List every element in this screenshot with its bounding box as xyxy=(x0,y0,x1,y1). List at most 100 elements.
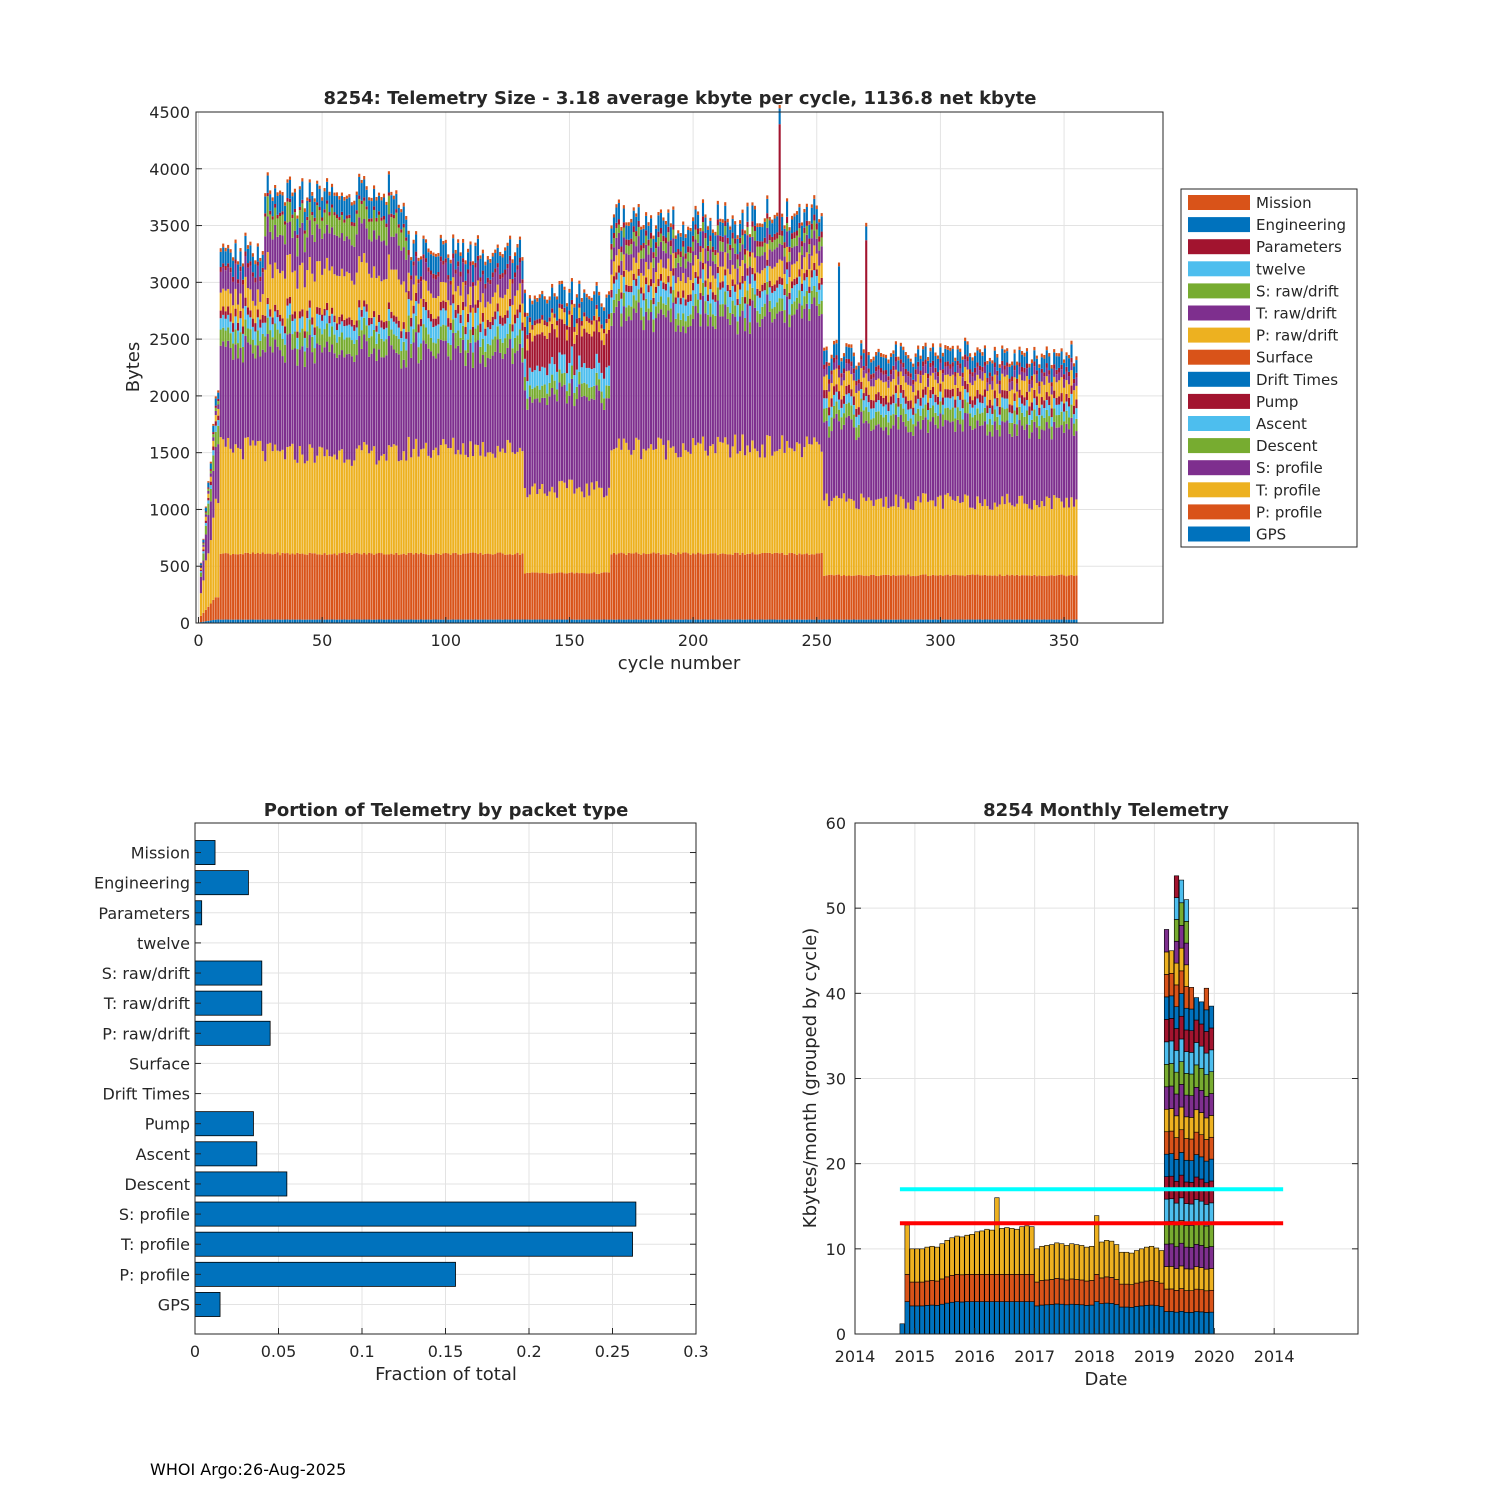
c1-bar-226-engineering xyxy=(756,227,759,241)
c1-bar-159-p-raw-drift xyxy=(590,324,593,337)
c1-bar-263-mission xyxy=(847,344,850,348)
c1-bar-236-parameters xyxy=(781,230,784,236)
c1-bar-36-s-raw-drift xyxy=(286,201,289,223)
c1-bar-167-t-profile xyxy=(610,450,613,555)
c1-bar-29-mission xyxy=(269,190,272,195)
c1-bar-66-descent xyxy=(360,330,363,349)
c1-bar-83-t-profile xyxy=(402,451,405,554)
c1-bar-323-t-profile xyxy=(996,506,999,577)
c1-bar-5-t-profile xyxy=(209,540,212,604)
c1-bar-53-parameters xyxy=(328,212,331,216)
c1-bar-61-ascent xyxy=(348,324,351,338)
c1-bar-185-p-raw-drift xyxy=(654,272,658,287)
c1-bar-305-gps xyxy=(951,619,954,623)
c1-bar-60-t-profile xyxy=(345,459,348,554)
c1-bar-250-t-raw-drift xyxy=(815,238,818,254)
c1-bar-56-descent xyxy=(335,342,339,358)
c1-bar-171-p-raw-drift xyxy=(620,275,623,293)
c1-bar-292-mission xyxy=(919,355,922,359)
c1-bar-146-ascent xyxy=(558,352,561,370)
c1-bar-296-mission xyxy=(929,347,932,352)
c1-bar-89-engineering xyxy=(417,261,420,280)
c1-bar-11-ascent xyxy=(224,318,227,331)
c1-bar-83-engineering xyxy=(402,206,405,224)
c1-bar-249-t-raw-drift xyxy=(813,230,816,246)
c1-bar-260-gps xyxy=(840,619,843,623)
c1-bar-285-p-raw-drift xyxy=(902,376,905,390)
c1-bar-30-t-raw-drift xyxy=(271,239,274,279)
c1-bar-168-s-profile xyxy=(612,312,616,450)
c1-bar-189-gps xyxy=(664,619,667,623)
c1-bar-143-p-raw-drift xyxy=(551,312,554,324)
c1-bar-176-t-profile xyxy=(632,450,635,554)
c1-bar-cycle-61 xyxy=(348,194,351,623)
c1-bar-181-pump xyxy=(645,277,648,285)
c1-bar-cycle-9 xyxy=(219,248,222,623)
c1-bar-cycle-12 xyxy=(227,244,230,623)
c1-bar-269-p-profile xyxy=(862,575,865,620)
c1-bar-215-descent xyxy=(729,312,732,325)
c1-bar-233-p-profile xyxy=(773,552,776,620)
c1-bar-273-mission xyxy=(872,356,875,361)
c1-bar-35-t-raw-drift xyxy=(283,244,287,279)
c1-bar-279-pump xyxy=(887,402,890,412)
c1-bar-146-s-profile xyxy=(558,382,561,482)
c1-bar-184-p-raw-drift xyxy=(652,283,655,298)
c1-bar-238-gps xyxy=(786,619,789,623)
c1-bar-60-engineering xyxy=(345,198,348,216)
c1-bar-333-ascent xyxy=(1020,403,1024,413)
c1-bar-93-p-raw-drift xyxy=(427,290,430,311)
c1-bar-229-ascent xyxy=(763,290,766,304)
c1-bar-291-parameters xyxy=(917,361,920,367)
c1-bar-125-t-profile xyxy=(506,439,509,555)
c1-bar-49-pump xyxy=(318,307,321,315)
c1-bar-276-s-profile xyxy=(880,427,883,499)
c1-bar-86-mission xyxy=(410,257,413,261)
c1-bar-310-descent xyxy=(964,399,967,414)
c1-bar-25-parameters xyxy=(259,276,262,282)
c1-bar-207-ascent xyxy=(709,289,712,304)
c1-bar-194-ascent xyxy=(677,297,680,314)
c1-bar-239-ascent xyxy=(788,299,791,315)
c1-bar-116-descent xyxy=(484,351,487,367)
c2-xtick-label-5: 0.25 xyxy=(595,1342,631,1361)
c1-bar-85-engineering xyxy=(407,234,410,250)
c1-bar-238-descent xyxy=(786,284,789,297)
c1-bar-66-pump xyxy=(360,309,363,317)
c1-bar-199-p-profile xyxy=(689,554,692,620)
c1-bar-288-parameters xyxy=(909,373,912,378)
c1-bar-154-descent xyxy=(578,371,581,385)
c1-bar-307-p-raw-drift xyxy=(956,372,959,388)
c1-bar-141-descent xyxy=(546,393,549,405)
c1-bar-136-parameters xyxy=(533,320,536,326)
c1-bar-281-p-profile xyxy=(892,575,895,620)
c1-bar-213-p-raw-drift xyxy=(724,252,727,270)
c1-bar-278-ascent xyxy=(884,404,888,415)
c1-bar-173-t-raw-drift xyxy=(625,253,628,271)
c1-bar-102-p-profile xyxy=(449,554,452,620)
c1-bar-cycle-5 xyxy=(209,461,212,623)
legend-item-pump: Pump xyxy=(1188,393,1298,411)
c1-bar-145-p-profile xyxy=(556,573,559,620)
c1-bar-163-p-raw-drift xyxy=(600,328,603,341)
c1-bar-cycle-247 xyxy=(808,221,811,623)
c1-bar-248-gps xyxy=(810,619,813,623)
c1-bar-68-p-raw-drift xyxy=(365,262,368,305)
c1-bar-61-gps xyxy=(348,619,351,623)
c1-bar-158-mission xyxy=(588,296,591,300)
c1-bar-27-t-raw-drift xyxy=(264,236,267,270)
c1-bar-340-t-raw-drift xyxy=(1038,386,1041,394)
c1-bar-167-gps xyxy=(610,619,613,623)
c1-bar-48-t-raw-drift xyxy=(316,224,319,262)
c1-bar-189-s-profile xyxy=(664,317,667,460)
c1-bar-270-p-raw-drift xyxy=(865,373,868,388)
c1-bar-61-p-profile xyxy=(348,552,351,620)
c1-bar-37-descent xyxy=(288,314,292,334)
c1-bar-223-s-profile xyxy=(748,333,752,453)
c1-bar-290-s-profile xyxy=(914,426,917,502)
c1-bar-58-descent xyxy=(340,332,343,351)
c1-bar-324-t-profile xyxy=(998,504,1001,575)
c1-bar-45-s-raw-drift xyxy=(308,202,311,221)
c1-bar-123-pump xyxy=(501,317,504,326)
c1-bar-26-s-profile xyxy=(261,349,264,452)
